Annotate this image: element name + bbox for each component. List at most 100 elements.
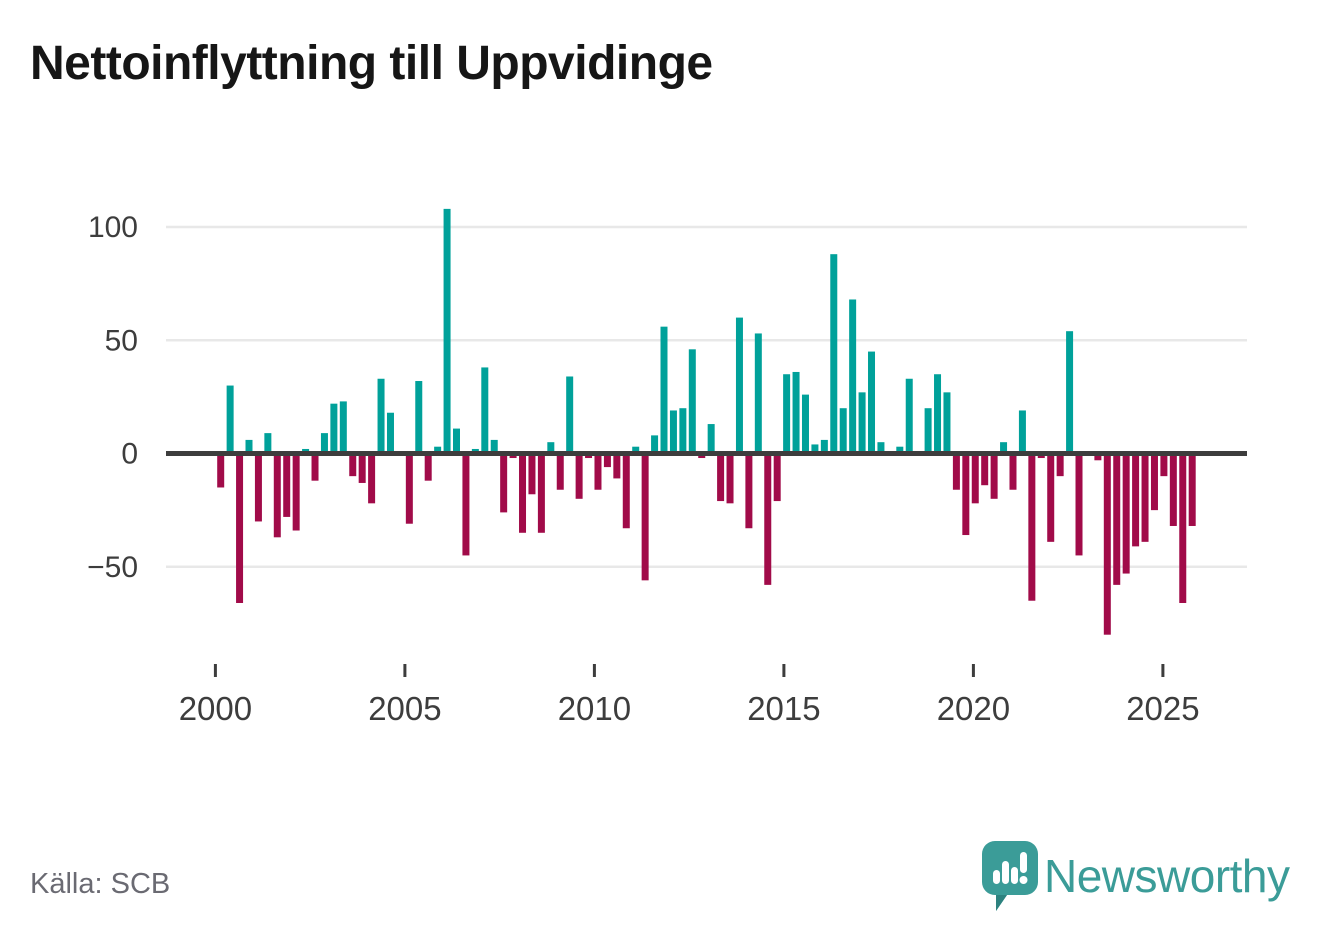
x-tick-2005 (403, 664, 407, 677)
bar-2017-Q3 (877, 442, 885, 454)
bar-2010-Q3 (613, 453, 621, 479)
bar-2004-Q1 (368, 453, 376, 504)
bar-2009-Q1 (556, 453, 564, 490)
x-tick-2000 (213, 664, 217, 677)
bar-2002-Q3 (311, 453, 319, 481)
x-tick-label-2020: 2020 (937, 690, 1010, 727)
bar-2022-Q3 (1066, 331, 1074, 454)
bar-2021-Q2 (1018, 410, 1026, 454)
bar-2000-Q4 (245, 439, 253, 454)
bar-2010-Q4 (622, 453, 630, 529)
bar-2007-Q1 (481, 367, 489, 454)
bar-2024-Q2 (1132, 453, 1140, 547)
bar-2005-Q4 (434, 446, 442, 454)
logo-exclamation-dot (1019, 876, 1028, 884)
source-label: Källa: SCB (30, 868, 171, 900)
bar-2003-Q2 (339, 401, 347, 454)
bar-2004-Q3 (386, 412, 394, 454)
bar-2001-Q1 (254, 453, 262, 522)
bar-2000-Q1 (217, 453, 225, 488)
bar-2013-Q1 (707, 424, 715, 454)
bar-2020-Q4 (1000, 442, 1008, 454)
bar-2010-Q1 (594, 453, 602, 490)
gridlines (166, 225, 1247, 568)
bar-2000-Q3 (236, 453, 244, 603)
bar-2003-Q4 (358, 453, 366, 483)
bar-2016-Q1 (820, 439, 828, 454)
bar-2009-Q2 (566, 376, 574, 454)
bar-2014-Q1 (745, 453, 753, 529)
brand-wordmark: Newsworthy (1044, 850, 1290, 902)
bar-2015-Q3 (801, 394, 809, 454)
bar-2025-Q2 (1169, 453, 1177, 526)
bar-2020-Q3 (990, 453, 998, 499)
bar-2013-Q3 (726, 453, 734, 504)
bar-2019-Q4 (962, 453, 970, 536)
bar-2025-Q1 (1160, 453, 1168, 477)
bar-2025-Q3 (1179, 453, 1187, 603)
bar-2017-Q1 (858, 392, 866, 454)
bar-2021-Q3 (1028, 453, 1036, 601)
bar-2001-Q2 (264, 433, 272, 454)
chart-svg: 2000 2005 2010 2015 2020 2025 100 50 0 −50 (87, 208, 1247, 727)
bar-2021-Q1 (1009, 453, 1017, 490)
bar-2023-Q2 (1094, 453, 1102, 461)
x-tick-2015 (782, 664, 786, 677)
bar-2019-Q3 (952, 453, 960, 490)
bar-2015-Q4 (811, 444, 819, 454)
bar-2011-Q4 (660, 326, 668, 454)
x-tick-2025 (1161, 664, 1165, 677)
bar-2008-Q3 (537, 453, 545, 533)
x-tick-2010 (592, 664, 596, 677)
x-tick-labels: 2000 2005 2010 2015 2020 2025 (179, 690, 1200, 727)
bar-2016-Q2 (830, 254, 838, 454)
bar-2002-Q4 (320, 433, 328, 454)
logo-bar-3 (1011, 867, 1018, 884)
bar-2012-Q1 (669, 410, 677, 454)
bar-2024-Q1 (1122, 453, 1130, 574)
logo-exclamation-stroke (1020, 852, 1027, 873)
newsworthy-logo-icon (982, 841, 1038, 911)
bar-2011-Q3 (651, 435, 659, 454)
bar-2020-Q1 (971, 453, 979, 504)
bar-2001-Q3 (273, 453, 281, 538)
bar-2007-Q2 (490, 439, 498, 454)
bar-2010-Q2 (603, 453, 611, 468)
bar-2020-Q2 (981, 453, 989, 486)
bar-2006-Q2 (453, 428, 460, 454)
x-tick-2020 (971, 664, 975, 677)
bar-2006-Q3 (462, 453, 470, 556)
bar-2005-Q2 (415, 381, 423, 454)
y-tick-label--50: −50 (87, 551, 138, 584)
bar-2015-Q2 (792, 371, 800, 454)
bar-2002-Q1 (292, 453, 300, 531)
bar-2024-Q4 (1150, 453, 1158, 511)
bar-2022-Q4 (1075, 453, 1083, 556)
bar-2008-Q1 (519, 453, 527, 533)
bar-2005-Q3 (424, 453, 432, 481)
bar-2019-Q2 (943, 392, 951, 454)
bar-2018-Q2 (905, 378, 913, 454)
bar-2016-Q4 (849, 299, 857, 454)
bar-2012-Q2 (679, 408, 687, 454)
bar-2018-Q1 (896, 446, 904, 454)
bar-2014-Q4 (773, 453, 781, 502)
zero-axis (166, 451, 1247, 456)
page-title: Nettoinflyttning till Uppvidinge (30, 37, 713, 90)
bar-2003-Q1 (330, 403, 338, 454)
x-tick-label-2010: 2010 (558, 690, 631, 727)
logo-bar-2 (1002, 861, 1009, 884)
logo-bar-1 (993, 870, 1000, 884)
bar-2001-Q4 (283, 453, 291, 517)
y-tick-label-50: 50 (105, 324, 138, 357)
bar-2019-Q1 (934, 374, 942, 454)
speech-bubble-shape (982, 841, 1038, 911)
bar-2017-Q2 (868, 351, 876, 454)
bar-2023-Q3 (1103, 453, 1111, 635)
bar-2008-Q2 (528, 453, 536, 495)
bar-2011-Q1 (632, 446, 640, 454)
bars (217, 208, 1196, 635)
bar-2023-Q4 (1113, 453, 1121, 585)
bar-2009-Q3 (575, 453, 583, 499)
bar-2011-Q2 (641, 453, 649, 581)
